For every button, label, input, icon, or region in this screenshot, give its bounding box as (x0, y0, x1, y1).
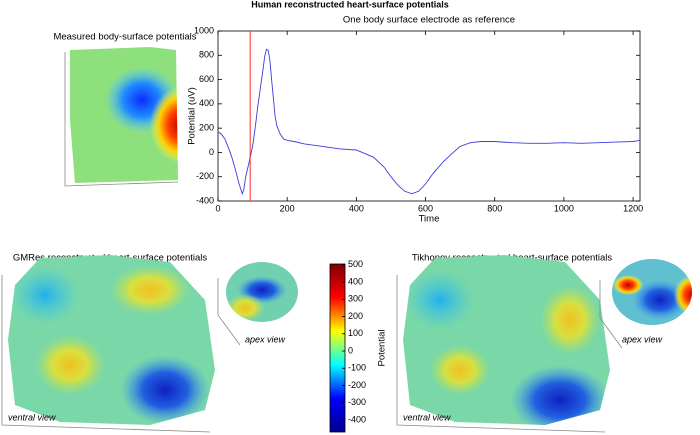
y-axis-label: Potential (uV) (187, 87, 198, 145)
y-tick-label: 800 (199, 50, 214, 60)
colorbar (329, 263, 346, 433)
y-tick-label: 600 (199, 74, 214, 84)
view-label: ventral view (8, 412, 56, 422)
colorbar-tick-label: 300 (348, 294, 363, 304)
panel-title: Measured body-surface potentials (53, 32, 196, 43)
y-tick-label: 0 (209, 147, 214, 157)
y-tick-label: 400 (199, 98, 214, 108)
axis-frame (217, 278, 241, 346)
data-line (217, 48, 641, 196)
axis-frame (64, 52, 179, 187)
heart-apex-surface (612, 259, 692, 325)
x-tick-label: 800 (487, 203, 502, 213)
body-surface-map (70, 47, 178, 183)
x-tick-label: 200 (280, 203, 295, 213)
y-tick-label: -400 (196, 195, 214, 205)
axis-frame (599, 280, 623, 349)
heart-ventral-surface (8, 255, 215, 425)
heart-apex-surface (226, 262, 298, 322)
axis-frame (396, 275, 606, 433)
colorbar-tick-label: -200 (348, 380, 366, 390)
colorbar-tick-label: -400 (348, 414, 366, 424)
plot-area (217, 30, 641, 202)
x-tick-label: 1200 (623, 203, 643, 213)
colorbar-tick-label: -100 (348, 363, 366, 373)
x-tick-label: 1000 (554, 203, 574, 213)
colorbar-label: Potential (377, 330, 388, 367)
figure-title: Human reconstructed heart-surface potent… (251, 0, 449, 9)
colorbar-tick-label: 200 (348, 311, 363, 321)
view-label: apex view (245, 334, 286, 344)
x-tick-label: 600 (418, 203, 433, 213)
y-tick-label: 1000 (194, 25, 214, 35)
heart-ventral-surface (403, 255, 610, 425)
axis-frame (1, 275, 211, 433)
y-tick-label: -200 (196, 171, 214, 181)
colorbar-tick-label: 400 (348, 276, 363, 286)
x-tick-label: 0 (215, 203, 220, 213)
colorbar-tick-label: 500 (348, 259, 363, 269)
x-axis-label: Time (419, 214, 440, 225)
chart-title: One body surface electrode as reference (343, 15, 515, 26)
colorbar-tick-label: 100 (348, 328, 363, 338)
view-label: ventral view (403, 412, 451, 422)
colorbar-tick-label: -300 (348, 397, 366, 407)
x-tick-label: 400 (349, 203, 364, 213)
colorbar-tick-label: 0 (348, 345, 353, 355)
view-label: apex view (622, 334, 663, 344)
y-tick-label: 200 (199, 123, 214, 133)
